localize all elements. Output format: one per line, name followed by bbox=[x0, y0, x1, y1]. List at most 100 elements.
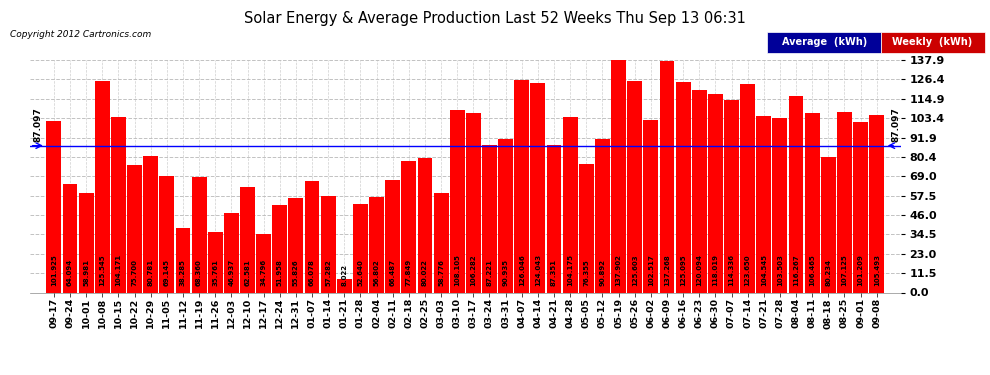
Text: 52.640: 52.640 bbox=[357, 259, 363, 286]
Bar bbox=[79, 193, 94, 292]
Bar bbox=[192, 177, 207, 292]
Text: 123.650: 123.650 bbox=[744, 254, 750, 286]
Bar bbox=[772, 118, 787, 292]
Text: 118.019: 118.019 bbox=[713, 254, 719, 286]
Bar bbox=[62, 184, 77, 292]
Bar bbox=[175, 228, 190, 292]
Text: 58.776: 58.776 bbox=[439, 259, 445, 286]
Text: 116.267: 116.267 bbox=[793, 254, 799, 286]
Bar bbox=[434, 194, 448, 292]
Text: 66.078: 66.078 bbox=[309, 259, 315, 286]
Bar bbox=[708, 93, 723, 292]
Bar bbox=[869, 115, 884, 292]
Text: 69.145: 69.145 bbox=[163, 259, 170, 286]
Text: 64.094: 64.094 bbox=[67, 258, 73, 286]
Bar bbox=[224, 213, 239, 292]
Text: 87.097: 87.097 bbox=[892, 107, 901, 142]
Bar bbox=[515, 80, 530, 292]
Bar bbox=[498, 139, 513, 292]
Bar bbox=[789, 96, 804, 292]
Bar bbox=[208, 232, 223, 292]
Bar bbox=[805, 113, 820, 292]
Bar bbox=[449, 110, 464, 292]
Bar bbox=[579, 164, 594, 292]
Text: 56.802: 56.802 bbox=[373, 259, 379, 286]
Text: 55.826: 55.826 bbox=[293, 259, 299, 286]
Bar bbox=[546, 145, 561, 292]
Bar bbox=[466, 113, 481, 292]
Bar bbox=[628, 81, 643, 292]
Bar bbox=[369, 197, 384, 292]
Bar bbox=[353, 204, 368, 292]
Text: 34.796: 34.796 bbox=[260, 259, 266, 286]
Text: 103.503: 103.503 bbox=[777, 254, 783, 286]
Text: 76.355: 76.355 bbox=[583, 259, 589, 286]
Bar bbox=[692, 90, 707, 292]
Bar bbox=[385, 180, 400, 292]
Text: 80.781: 80.781 bbox=[148, 259, 153, 286]
Text: 104.171: 104.171 bbox=[116, 254, 122, 286]
Bar bbox=[853, 122, 868, 292]
Text: 107.125: 107.125 bbox=[842, 254, 847, 286]
Bar bbox=[47, 121, 61, 292]
Text: 108.105: 108.105 bbox=[454, 254, 460, 286]
Text: 90.935: 90.935 bbox=[503, 259, 509, 286]
Text: 106.282: 106.282 bbox=[470, 254, 476, 286]
Text: 87.221: 87.221 bbox=[486, 259, 492, 286]
Bar bbox=[321, 196, 336, 292]
Text: 125.545: 125.545 bbox=[99, 254, 105, 286]
Text: Average  (kWh): Average (kWh) bbox=[782, 37, 867, 47]
Text: Weekly  (kWh): Weekly (kWh) bbox=[892, 37, 973, 47]
Text: 38.285: 38.285 bbox=[180, 259, 186, 286]
Bar bbox=[418, 158, 433, 292]
Text: 87.351: 87.351 bbox=[551, 259, 557, 286]
Text: 124.043: 124.043 bbox=[535, 254, 541, 286]
Text: 101.925: 101.925 bbox=[50, 254, 56, 286]
Text: 66.487: 66.487 bbox=[390, 259, 396, 286]
Bar bbox=[611, 60, 626, 292]
Bar bbox=[305, 181, 320, 292]
Bar bbox=[111, 117, 126, 292]
Bar bbox=[531, 83, 545, 292]
Bar bbox=[837, 112, 851, 292]
Bar bbox=[144, 156, 158, 292]
Bar bbox=[401, 161, 416, 292]
Text: 8.022: 8.022 bbox=[342, 264, 347, 286]
Text: 126.046: 126.046 bbox=[519, 254, 525, 286]
Text: 120.094: 120.094 bbox=[696, 254, 702, 286]
Text: 57.282: 57.282 bbox=[325, 259, 332, 286]
Text: 137.902: 137.902 bbox=[616, 254, 622, 286]
Bar bbox=[756, 116, 771, 292]
Bar bbox=[159, 176, 174, 292]
Text: 114.336: 114.336 bbox=[729, 254, 735, 286]
Bar bbox=[241, 187, 254, 292]
Text: Solar Energy & Average Production Last 52 Weeks Thu Sep 13 06:31: Solar Energy & Average Production Last 5… bbox=[245, 11, 745, 26]
Bar bbox=[272, 205, 287, 292]
Text: Copyright 2012 Cartronics.com: Copyright 2012 Cartronics.com bbox=[10, 30, 151, 39]
Bar bbox=[95, 81, 110, 292]
Bar bbox=[256, 234, 271, 292]
Text: 106.465: 106.465 bbox=[809, 254, 815, 286]
Bar bbox=[562, 117, 577, 292]
Text: 80.022: 80.022 bbox=[422, 259, 428, 286]
Text: 101.209: 101.209 bbox=[857, 254, 863, 286]
Text: 51.958: 51.958 bbox=[277, 259, 283, 286]
Text: 80.234: 80.234 bbox=[826, 259, 832, 286]
Text: 125.603: 125.603 bbox=[632, 254, 638, 286]
Text: 104.175: 104.175 bbox=[567, 254, 573, 286]
Text: 105.493: 105.493 bbox=[874, 254, 880, 286]
Text: 46.937: 46.937 bbox=[229, 259, 235, 286]
Text: 104.545: 104.545 bbox=[760, 254, 767, 286]
Bar bbox=[821, 157, 836, 292]
Bar bbox=[741, 84, 755, 292]
Bar bbox=[724, 100, 739, 292]
Text: 102.517: 102.517 bbox=[647, 254, 653, 286]
Text: 68.360: 68.360 bbox=[196, 259, 202, 286]
Bar bbox=[659, 61, 674, 292]
Text: 58.981: 58.981 bbox=[83, 259, 89, 286]
Bar bbox=[127, 165, 142, 292]
Text: 62.581: 62.581 bbox=[245, 259, 250, 286]
Text: 75.700: 75.700 bbox=[132, 259, 138, 286]
Text: 87.097: 87.097 bbox=[34, 107, 43, 142]
Text: 77.849: 77.849 bbox=[406, 258, 412, 286]
